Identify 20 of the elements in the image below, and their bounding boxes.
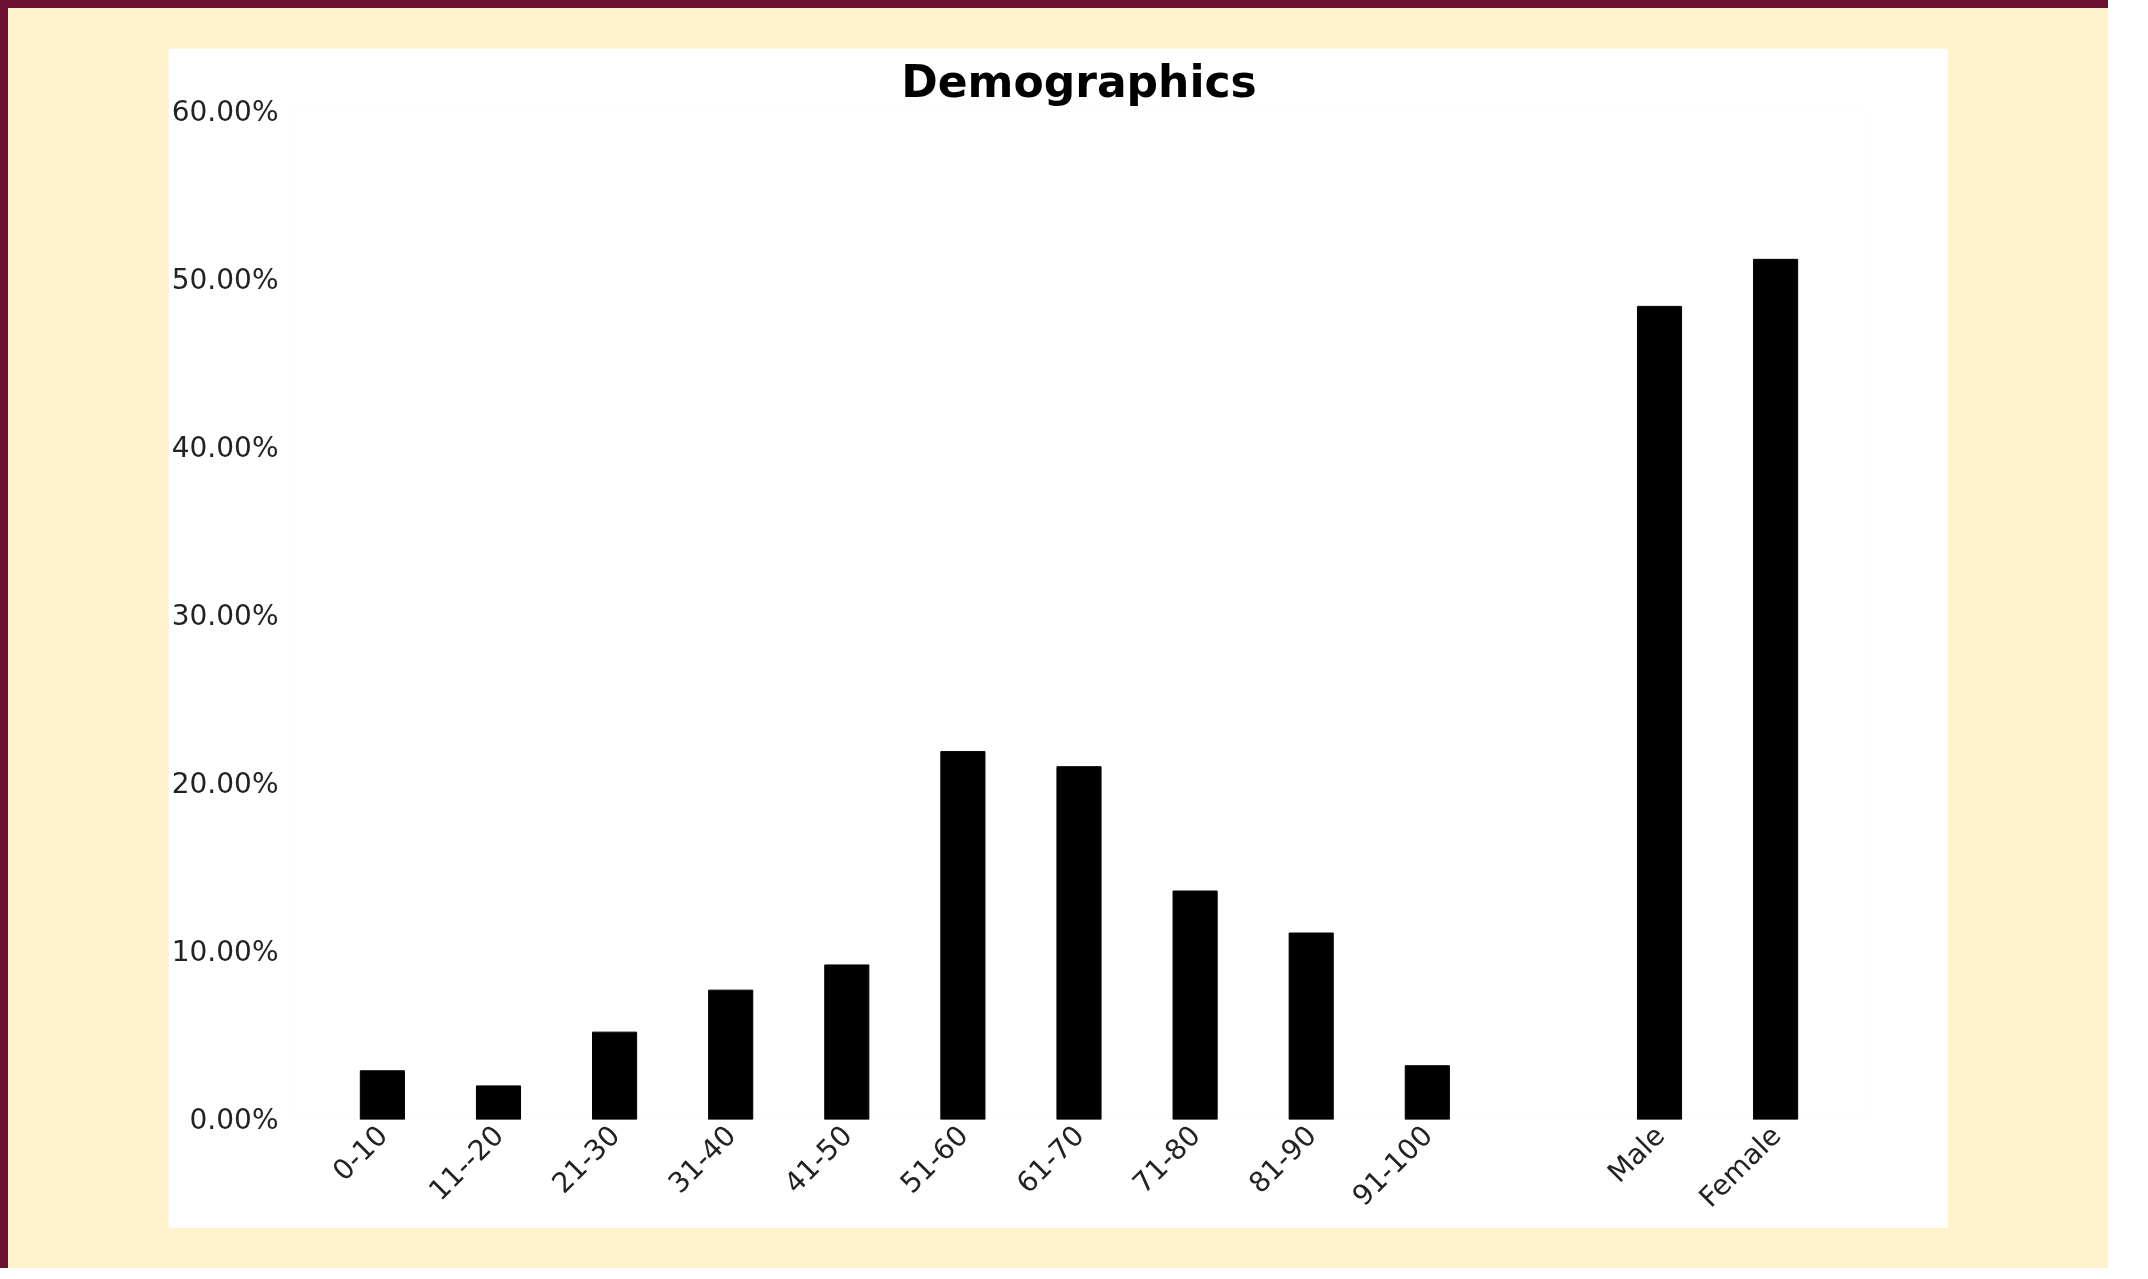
bar	[1753, 258, 1799, 1120]
bar	[1172, 890, 1218, 1120]
y-tick-label: 30.00%	[171, 599, 279, 632]
y-tick-label: 10.00%	[171, 935, 279, 968]
bar	[475, 1085, 522, 1120]
y-tick-label: 20.00%	[171, 767, 279, 800]
bar	[1404, 1065, 1450, 1120]
bar	[940, 751, 986, 1120]
bar	[708, 989, 754, 1120]
bar	[1056, 766, 1102, 1120]
bar	[1636, 305, 1683, 1120]
bar	[1288, 932, 1334, 1120]
y-tick-label: 40.00%	[171, 431, 279, 464]
bar	[359, 1070, 405, 1120]
y-tick-label: 60.00%	[171, 95, 279, 128]
chart-title: Demographics	[901, 55, 1257, 107]
bar	[824, 964, 870, 1120]
y-tick-label: 0.00%	[189, 1103, 279, 1136]
bar	[592, 1031, 638, 1120]
y-tick-label: 50.00%	[171, 263, 279, 296]
